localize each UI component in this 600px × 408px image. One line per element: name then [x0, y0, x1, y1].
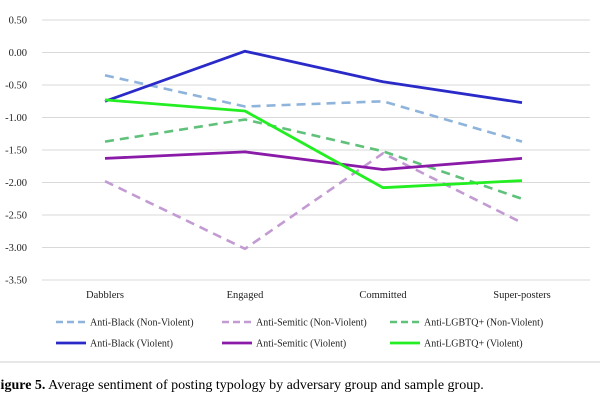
caption-label: Figure 5. — [0, 378, 46, 393]
caption-text: Average sentiment of posting typology by… — [45, 378, 484, 393]
series-line — [104, 98, 523, 190]
y-tick-label: -3.00 — [5, 243, 27, 254]
y-tick-label: -1.00 — [5, 113, 27, 124]
series-line — [104, 74, 523, 143]
series-line — [104, 49, 523, 104]
y-tick-label: -1.50 — [5, 146, 27, 157]
legend-label: Anti-Semitic (Non-Violent) — [256, 318, 367, 329]
series-line — [104, 150, 523, 171]
legend-label: Anti-Black (Non-Violent) — [90, 318, 194, 329]
y-tick-label: -3.50 — [5, 276, 27, 287]
legend-label: Anti-LGBTQ+ (Violent) — [424, 339, 523, 350]
x-tick-label: Engaged — [227, 290, 264, 301]
legend-label: Anti-LGBTQ+ (Non-Violent) — [424, 318, 543, 329]
y-tick-label: -2.50 — [5, 211, 27, 222]
legend-label: Anti-Black (Violent) — [90, 339, 173, 350]
figure-caption: Figure 5. Average sentiment of posting t… — [0, 378, 600, 394]
series-line — [104, 152, 523, 251]
x-tick-label: Dabblers — [86, 290, 124, 301]
y-tick-label: -0.50 — [5, 81, 27, 92]
y-tick-label: 0.50 — [9, 16, 27, 27]
y-tick-label: -2.00 — [5, 178, 27, 189]
series-line — [104, 118, 523, 201]
x-tick-label: Committed — [359, 290, 407, 301]
y-tick-label: 0.00 — [9, 48, 27, 59]
legend-label: Anti-Semitic (Violent) — [256, 339, 346, 350]
x-tick-label: Super-posters — [493, 290, 551, 301]
